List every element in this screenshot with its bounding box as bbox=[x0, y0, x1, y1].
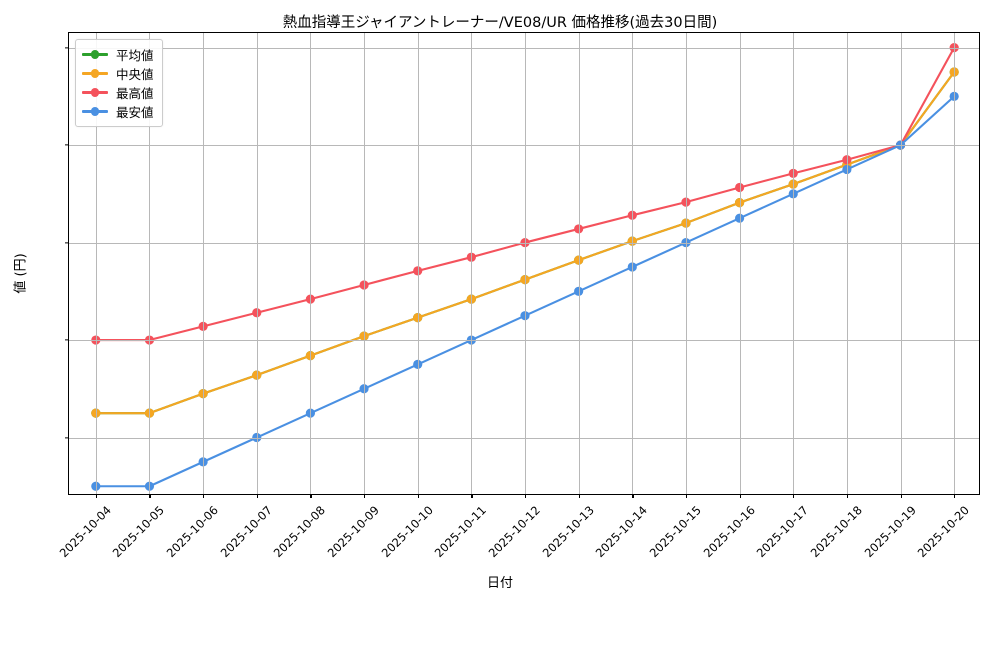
y-tick-mark bbox=[65, 144, 69, 146]
x-gridline bbox=[95, 33, 97, 494]
x-axis-title: 日付 bbox=[486, 576, 513, 591]
x-tick-mark bbox=[256, 494, 258, 498]
x-gridline bbox=[203, 33, 205, 494]
x-gridline bbox=[685, 33, 687, 494]
x-tick-mark bbox=[900, 494, 902, 498]
chart-legend: 平均値中央値最高値最安値 bbox=[75, 39, 163, 127]
y-gridline bbox=[69, 437, 979, 439]
x-tick-mark bbox=[310, 494, 312, 498]
y-tick-mark bbox=[65, 46, 69, 49]
x-tick-mark bbox=[149, 494, 151, 498]
x-tick-mark bbox=[364, 494, 366, 498]
x-tick-mark bbox=[525, 494, 527, 498]
legend-label: 中央値 bbox=[116, 67, 154, 82]
x-gridline bbox=[417, 33, 419, 494]
x-tick-mark bbox=[95, 494, 98, 498]
legend-swatch-icon bbox=[82, 49, 108, 61]
x-tick-mark bbox=[632, 494, 634, 498]
legend-label: 最高値 bbox=[116, 86, 154, 101]
y-gridline bbox=[69, 340, 979, 342]
x-gridline bbox=[632, 33, 634, 494]
legend-swatch-icon bbox=[82, 106, 108, 118]
legend-label: 最安値 bbox=[116, 105, 154, 120]
x-gridline bbox=[471, 33, 473, 494]
x-gridline bbox=[578, 33, 580, 494]
x-gridline bbox=[256, 33, 258, 494]
y-gridline bbox=[69, 242, 979, 244]
legend-item[interactable]: 平均値 bbox=[82, 45, 154, 64]
x-tick-mark bbox=[203, 494, 205, 498]
x-gridline bbox=[739, 33, 741, 494]
legend-swatch-icon bbox=[82, 68, 108, 80]
legend-item[interactable]: 最高値 bbox=[82, 83, 154, 102]
chart-root: 熱血指導王ジャイアントレーナー/VE08/UR 価格推移(過去30日間) 日付 … bbox=[13, 15, 980, 591]
x-tick-mark bbox=[417, 494, 419, 498]
x-tick-mark bbox=[739, 494, 741, 498]
x-gridline bbox=[846, 33, 848, 494]
x-gridline bbox=[364, 33, 366, 494]
x-gridline bbox=[149, 33, 151, 494]
y-tick-mark bbox=[65, 436, 69, 439]
y-gridline bbox=[69, 145, 979, 147]
x-gridline bbox=[793, 33, 795, 494]
x-tick-mark bbox=[846, 494, 849, 498]
y-tick-mark bbox=[65, 339, 69, 341]
y-tick-mark bbox=[65, 241, 69, 244]
x-tick-mark bbox=[954, 494, 956, 498]
x-gridline bbox=[954, 33, 956, 494]
x-gridline bbox=[525, 33, 526, 494]
x-gridline bbox=[310, 33, 312, 494]
legend-swatch-icon bbox=[82, 87, 108, 99]
chart-title: 熱血指導王ジャイアントレーナー/VE08/UR 価格推移(過去30日間) bbox=[282, 15, 718, 31]
y-gridline bbox=[69, 47, 979, 49]
plot-area bbox=[65, 32, 980, 498]
legend-item[interactable]: 最安値 bbox=[82, 102, 154, 121]
y-axis-title: 値 (円) bbox=[13, 253, 29, 294]
legend-label: 平均値 bbox=[116, 48, 154, 63]
x-tick-mark bbox=[578, 494, 580, 498]
x-tick-mark bbox=[793, 494, 795, 498]
x-gridline bbox=[900, 33, 902, 494]
legend-item[interactable]: 中央値 bbox=[82, 64, 154, 83]
x-tick-mark bbox=[685, 494, 688, 498]
x-tick-mark bbox=[471, 494, 473, 498]
